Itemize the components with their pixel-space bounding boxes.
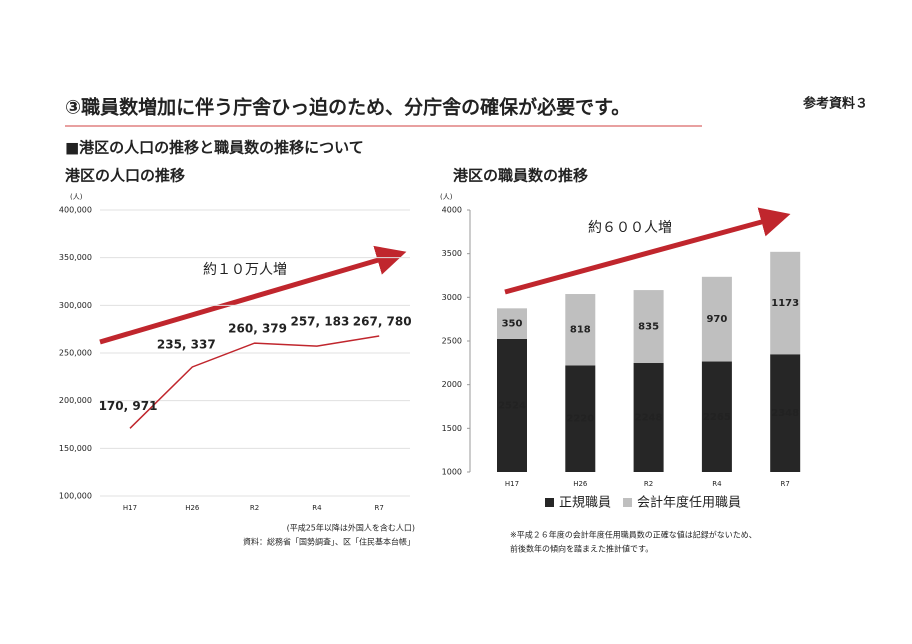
bar-segment	[497, 308, 527, 339]
chart-title: 港区の人口の推移	[65, 167, 185, 185]
data-label: 2248	[635, 413, 663, 424]
data-label: 2265	[703, 412, 731, 423]
note: (平成25年以降は外国人を含む人口)	[287, 523, 415, 533]
y-tick-label: 300,000	[59, 301, 92, 310]
data-label: 2524	[498, 400, 526, 411]
x-tick-label: R2	[644, 480, 653, 488]
data-label: 350	[502, 319, 523, 330]
annotation: 約６００人増	[588, 220, 672, 236]
x-tick-label: H26	[573, 480, 588, 488]
legend-label: 会計年度任用職員	[637, 495, 741, 511]
bar-segment	[701, 361, 732, 472]
bar-segment	[633, 363, 664, 472]
legend-swatch	[545, 498, 554, 507]
y-unit: (人)	[70, 193, 83, 201]
data-label: 267, 780	[353, 315, 412, 329]
data-label: 235, 337	[157, 337, 216, 351]
x-tick-label: R7	[375, 504, 384, 512]
y-tick-label: 2500	[442, 337, 462, 346]
x-tick-label: R4	[712, 480, 722, 488]
y-tick-label: 250,000	[59, 349, 92, 358]
note: ※平成２６年度の会計年度任用職員数の正確な値は記録がないため、	[510, 530, 757, 540]
data-label: 260, 379	[228, 322, 287, 336]
data-label: 170, 971	[99, 399, 158, 413]
note: 前後数年の傾向を踏まえた推計値です。	[510, 544, 653, 554]
trend-arrow	[504, 207, 791, 295]
slide-title: ③職員数増加に伴う庁舎ひっ迫のため、分庁舎の確保が必要です。	[65, 96, 630, 119]
y-tick-label: 400,000	[59, 206, 92, 215]
y-tick-label: 150,000	[59, 444, 92, 453]
y-tick-label: 100,000	[59, 492, 92, 501]
annotation: 約１０万人増	[203, 262, 287, 278]
y-tick-label: 3500	[442, 249, 462, 258]
chart-title: 港区の職員数の推移	[453, 167, 588, 185]
x-tick-label: H26	[185, 504, 200, 512]
data-label: 818	[570, 325, 591, 336]
data-label: 257, 183	[290, 315, 349, 329]
note: 資料：総務省「国勢調査」、区「住民基本台帳」	[243, 537, 415, 547]
y-tick-label: 350,000	[59, 253, 92, 262]
y-tick-label: 2000	[442, 380, 462, 389]
bar-segment	[633, 290, 664, 364]
data-label: 2348	[771, 408, 799, 419]
data-line	[129, 335, 380, 429]
x-tick-label: H17	[505, 480, 519, 488]
legend-label: 正規職員	[559, 496, 611, 511]
data-label: 2220	[566, 414, 594, 425]
y-tick-label: 4000	[442, 206, 462, 215]
x-tick-label: H17	[123, 504, 137, 512]
x-tick-label: R2	[250, 504, 259, 512]
data-label: 835	[638, 322, 659, 333]
legend-swatch	[623, 498, 633, 507]
reference-label: 参考資料３	[803, 96, 868, 112]
y-tick-label: 3000	[442, 293, 462, 302]
bar-segment	[701, 276, 732, 362]
bar-segment	[497, 338, 527, 472]
section-subtitle: ■港区の人口の推移と職員数の推移について	[65, 139, 364, 157]
bar-segment	[565, 294, 596, 366]
y-tick-label: 1000	[442, 468, 462, 477]
bar-segment	[565, 365, 596, 472]
data-label: 970	[706, 314, 727, 325]
bar-segment	[770, 354, 801, 472]
y-unit: (人)	[440, 193, 453, 201]
bar-segment	[770, 251, 801, 355]
trend-arrow	[99, 245, 407, 345]
x-tick-label: R7	[781, 480, 790, 488]
y-tick-label: 200,000	[59, 396, 92, 405]
data-label: 1173	[771, 298, 799, 309]
y-tick-label: 1500	[442, 424, 462, 433]
x-tick-label: R4	[312, 504, 322, 512]
